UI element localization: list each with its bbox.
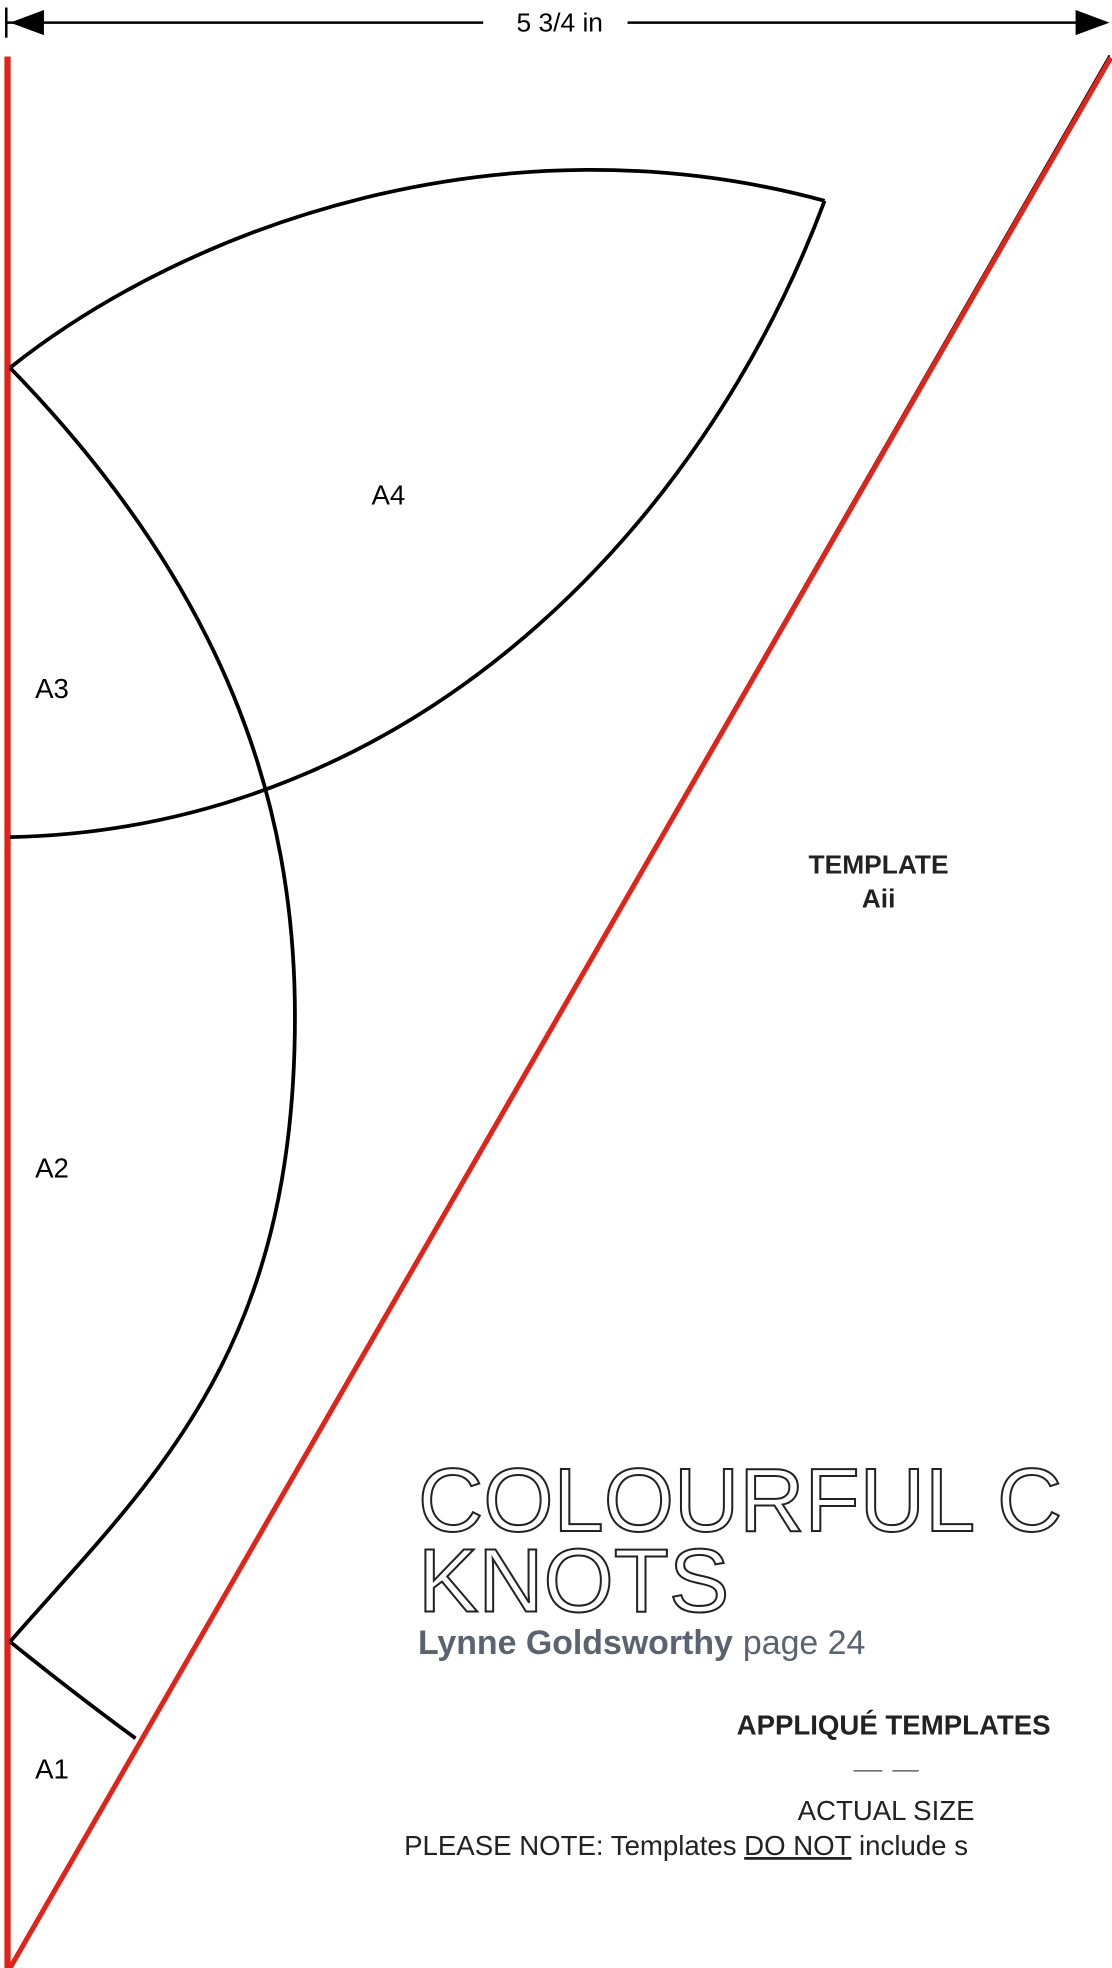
author: Lynne Goldsworthy [418,1624,733,1662]
project-title: COLOURFUL C [418,1450,1062,1551]
section-heading: APPLIQUÉ TEMPLATES [737,1710,1051,1741]
piece-label: A2 [35,1152,69,1183]
piece-label: A4 [372,480,406,511]
template-name: Aii [862,883,896,913]
pattern-curves [8,168,827,1740]
template-title: TEMPLATE [809,850,949,880]
curve [8,366,297,1643]
note-text: PLEASE NOTE: Templates [404,1830,736,1861]
arrowhead [10,10,44,36]
curve [8,1640,137,1740]
dimension-label: 5 3/4 in [517,7,603,37]
arrowhead [1075,10,1110,36]
diagonal-edge [7,56,1112,1968]
curve [8,168,826,370]
note-text: include s [859,1830,968,1861]
byline: Lynne Goldsworthy page 24 [418,1624,865,1662]
piece-label: A3 [35,673,69,704]
page-ref: page 24 [743,1624,865,1662]
piece-label: A1 [35,1753,69,1784]
note-emphasis: DO NOT [744,1830,851,1861]
size-note: ACTUAL SIZE [798,1795,975,1826]
project-title: KNOTS [418,1531,729,1632]
seam-note: PLEASE NOTE: Templates DO NOT include s [404,1830,968,1861]
curve [9,200,827,840]
